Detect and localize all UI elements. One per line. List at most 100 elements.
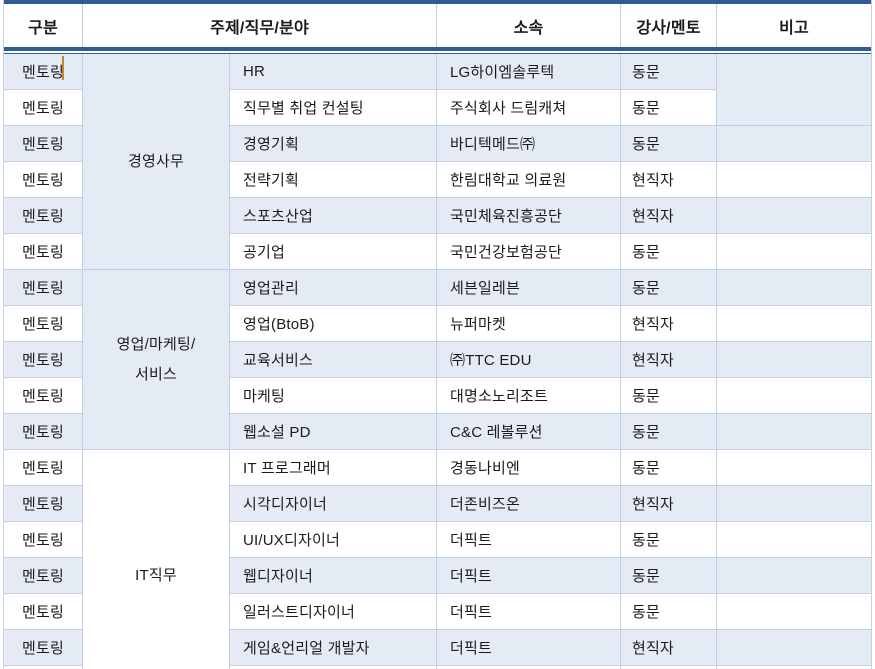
cell-note[interactable]	[717, 342, 871, 377]
cell-note[interactable]	[717, 378, 871, 413]
cell-org[interactable]: 국민체육진흥공단	[437, 198, 620, 233]
cell-mentor[interactable]: 현직자	[621, 486, 716, 521]
cell-topic[interactable]: 일러스트디자이너	[230, 594, 436, 629]
header-separator	[4, 47, 871, 54]
cell-topic[interactable]: 영업(BtoB)	[230, 306, 436, 341]
cell-category[interactable]: 멘토링	[4, 90, 82, 125]
cell-mentor[interactable]: 동문	[621, 378, 716, 413]
cell-org[interactable]: 주식회사 드림캐쳐	[437, 90, 620, 125]
cell-partial[interactable]	[437, 666, 620, 669]
header-cell-category[interactable]: 구분	[4, 4, 82, 47]
cell-note[interactable]	[717, 486, 871, 521]
cell-mentor[interactable]: 동문	[621, 594, 716, 629]
cell-category[interactable]: 멘토링	[4, 522, 82, 557]
cell-note[interactable]	[717, 198, 871, 233]
cell-mentor[interactable]: 동문	[621, 522, 716, 557]
header-cell-note[interactable]: 비고	[717, 4, 871, 47]
cell-note[interactable]	[717, 630, 871, 665]
cell-note[interactable]	[717, 162, 871, 197]
cell-category[interactable]: 멘토링	[4, 414, 82, 449]
header-cell-mentor[interactable]: 강사/멘토	[621, 4, 716, 47]
cell-note[interactable]	[717, 558, 871, 593]
cell-topic[interactable]: 시각디자이너	[230, 486, 436, 521]
cell-category[interactable]: 멘토링	[4, 234, 82, 269]
cell-category[interactable]: 멘토링	[4, 558, 82, 593]
cell-mentor[interactable]: 동문	[621, 558, 716, 593]
cell-topic[interactable]: IT 프로그래머	[230, 450, 436, 485]
cell-mentor[interactable]: 동문	[621, 270, 716, 305]
cell-category[interactable]: 멘토링	[4, 342, 82, 377]
cell-category[interactable]: 멘토링	[4, 270, 82, 305]
cell-org[interactable]: 바디텍메드㈜	[437, 126, 620, 161]
cell-topic[interactable]: 경영기획	[230, 126, 436, 161]
cell-topic[interactable]: 영업관리	[230, 270, 436, 305]
cell-mentor[interactable]: 동문	[621, 90, 716, 125]
cell-category[interactable]: 멘토링	[4, 306, 82, 341]
cell-mentor[interactable]: 현직자	[621, 198, 716, 233]
cell-org[interactable]: 국민건강보험공단	[437, 234, 620, 269]
cell-org[interactable]: 더픽트	[437, 630, 620, 665]
cell-topic[interactable]: 마케팅	[230, 378, 436, 413]
cell-category[interactable]: 멘토링	[4, 162, 82, 197]
cell-mentor[interactable]: 현직자	[621, 306, 716, 341]
cell-org[interactable]: 더존비즈온	[437, 486, 620, 521]
cell-category[interactable]: 멘토링	[4, 126, 82, 161]
document-table: 구분 주제/직무/분야 소속 강사/멘토 비고 멘토링 HR LG하이엠솔루텍 동문 멘…	[3, 0, 872, 669]
cell-partial[interactable]	[717, 666, 871, 669]
cell-topic[interactable]: 웹디자이너	[230, 558, 436, 593]
cell-note[interactable]	[717, 54, 871, 125]
cell-topic[interactable]: 웹소설 PD	[230, 414, 436, 449]
cell-mentor[interactable]: 현직자	[621, 342, 716, 377]
cell-mentor[interactable]: 현직자	[621, 162, 716, 197]
cell-mentor[interactable]: 동문	[621, 54, 716, 89]
cell-category[interactable]: 멘토링	[4, 486, 82, 521]
cell-org[interactable]: 더픽트	[437, 558, 620, 593]
cell-note[interactable]	[717, 522, 871, 557]
cell-mentor[interactable]: 동문	[621, 234, 716, 269]
cell-category[interactable]: 멘토링	[4, 198, 82, 233]
cell-mentor[interactable]: 동문	[621, 414, 716, 449]
cell-category[interactable]: 멘토링	[4, 630, 82, 665]
cell-org[interactable]: 더픽트	[437, 594, 620, 629]
cell-topic[interactable]: 직무별 취업 컨설팅	[230, 90, 436, 125]
cell-org[interactable]: 세븐일레븐	[437, 270, 620, 305]
cell-partial[interactable]	[230, 666, 436, 669]
cell-note[interactable]	[717, 594, 871, 629]
cell-group[interactable]: 경영사무	[83, 54, 229, 269]
cell-org[interactable]: ㈜TTC EDU	[437, 342, 620, 377]
cell-topic[interactable]: 공기업	[230, 234, 436, 269]
cell-note[interactable]	[717, 270, 871, 305]
cell-topic[interactable]: 전략기획	[230, 162, 436, 197]
cell-mentor[interactable]: 동문	[621, 450, 716, 485]
cell-note[interactable]	[717, 414, 871, 449]
cell-category[interactable]: 멘토링	[4, 450, 82, 485]
cell-org[interactable]: LG하이엠솔루텍	[437, 54, 620, 89]
cell-mentor[interactable]: 동문	[621, 126, 716, 161]
header-cell-org[interactable]: 소속	[437, 4, 620, 47]
cell-group[interactable]: 영업/마케팅/서비스	[83, 270, 229, 449]
cell-note[interactable]	[717, 450, 871, 485]
cell-topic[interactable]: 게임&언리얼 개발자	[230, 630, 436, 665]
cell-org[interactable]: 뉴퍼마켓	[437, 306, 620, 341]
cell-category[interactable]: 멘토링	[4, 378, 82, 413]
cell-partial[interactable]	[621, 666, 716, 669]
cell-topic[interactable]: HR	[230, 54, 436, 89]
cell-org[interactable]: 대명소노리조트	[437, 378, 620, 413]
cell-org[interactable]: C&C 레볼루션	[437, 414, 620, 449]
cell-org[interactable]: 더픽트	[437, 522, 620, 557]
cell-category[interactable]: 멘토링	[4, 594, 82, 629]
cell-org[interactable]: 한림대학교 의료원	[437, 162, 620, 197]
cell-topic[interactable]: 교육서비스	[230, 342, 436, 377]
header-cell-topic[interactable]: 주제/직무/분야	[83, 4, 436, 47]
cell-note[interactable]	[717, 234, 871, 269]
cell-partial[interactable]	[4, 666, 82, 669]
cell-topic[interactable]: UI/UX디자이너	[230, 522, 436, 557]
cell-group[interactable]: IT직무	[83, 450, 229, 669]
cell-mentor[interactable]: 현직자	[621, 630, 716, 665]
cell-category[interactable]: 멘토링	[4, 54, 82, 89]
cell-note[interactable]	[717, 126, 871, 161]
cell-topic[interactable]: 스포츠산업	[230, 198, 436, 233]
cell-org[interactable]: 경동나비엔	[437, 450, 620, 485]
cell-note[interactable]	[717, 306, 871, 341]
